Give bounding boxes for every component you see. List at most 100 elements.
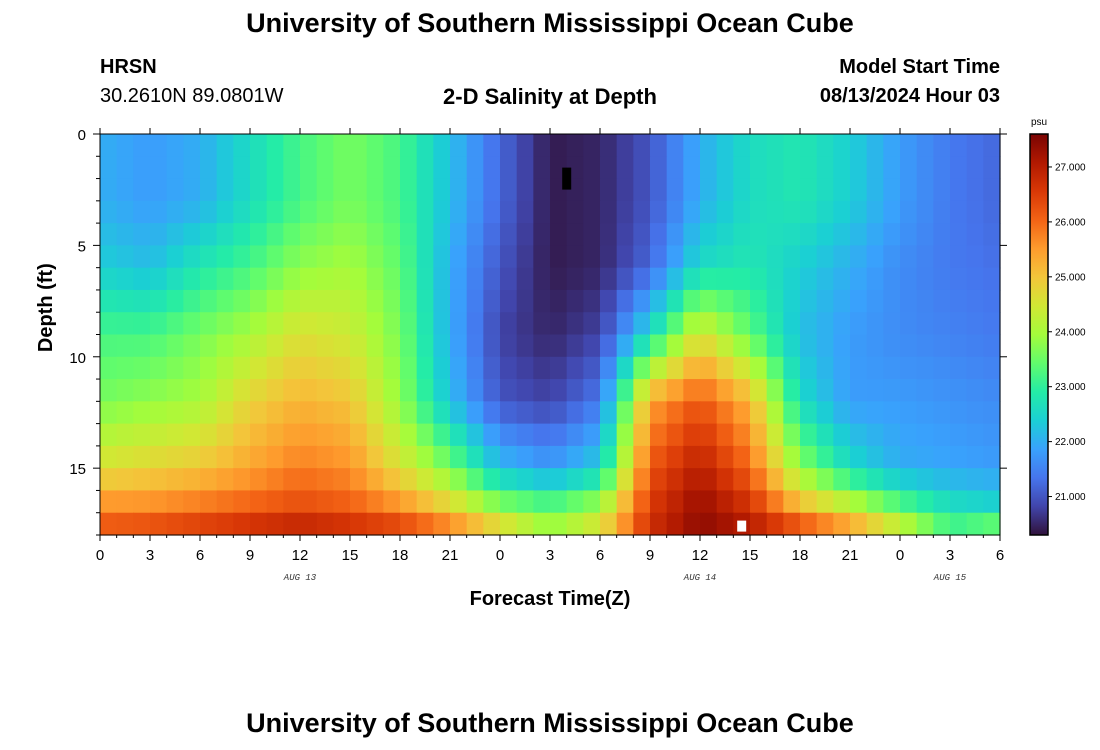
- heatmap-cell: [350, 468, 368, 492]
- heatmap-cell: [333, 134, 351, 157]
- heatmap-cell: [633, 401, 651, 425]
- heatmap-cell: [150, 468, 168, 492]
- heatmap-cell: [533, 445, 551, 469]
- heatmap-cell: [416, 200, 434, 224]
- heatmap-cell: [933, 245, 951, 269]
- heatmap-cell: [116, 156, 134, 180]
- heatmap-cell: [883, 223, 901, 246]
- heatmap-cell: [400, 423, 418, 447]
- heatmap-cell: [833, 356, 851, 380]
- heatmap-cell: [166, 134, 184, 157]
- heatmap-cell: [750, 178, 768, 202]
- x-tick-label: 9: [246, 547, 254, 564]
- heatmap-cell: [183, 156, 201, 180]
- heatmap-cell: [516, 334, 534, 358]
- heatmap-cell: [183, 267, 201, 291]
- heatmap-cell: [816, 178, 834, 202]
- heatmap-cell: [716, 468, 734, 492]
- heatmap-cell: [633, 312, 651, 336]
- heatmap-cell: [833, 445, 851, 469]
- heatmap-cell: [333, 490, 351, 514]
- heatmap-cell: [266, 312, 284, 336]
- heatmap-cell: [500, 334, 518, 358]
- heatmap-cell: [183, 245, 201, 269]
- heatmap-cell: [750, 423, 768, 447]
- heatmap-cell: [216, 223, 234, 246]
- heatmap-cell: [650, 134, 668, 157]
- heatmap-cell: [950, 134, 968, 157]
- heatmap-cell: [750, 356, 768, 380]
- heatmap-cell: [783, 156, 801, 180]
- heatmap-cell: [566, 512, 584, 536]
- heatmap-cell: [466, 245, 484, 269]
- heatmap-cell: [333, 512, 351, 536]
- heatmap-cell: [650, 289, 668, 313]
- heatmap-cell: [433, 312, 451, 336]
- heatmap-cell: [366, 490, 384, 514]
- heatmap-cell: [900, 356, 918, 380]
- heatmap-cell: [450, 445, 468, 469]
- heatmap-cell: [433, 490, 451, 514]
- heatmap-cell: [966, 267, 984, 291]
- heatmap-cell: [250, 245, 268, 269]
- heatmap-cell: [800, 356, 818, 380]
- x-tick-label: 9: [646, 547, 654, 564]
- heatmap-cell: [783, 512, 801, 536]
- heatmap-cell: [500, 267, 518, 291]
- heatmap-cell: [433, 468, 451, 492]
- heatmap-cell: [300, 178, 318, 202]
- heatmap-cell: [733, 267, 751, 291]
- heatmap-cell: [116, 379, 134, 402]
- heatmap-cell: [366, 200, 384, 224]
- heatmap-cell: [533, 156, 551, 180]
- heatmap-cell: [916, 468, 934, 492]
- heatmap-cell: [433, 423, 451, 447]
- heatmap-cell: [566, 423, 584, 447]
- heatmap-cell: [933, 289, 951, 313]
- heatmap-cell: [916, 156, 934, 180]
- heatmap-cell: [833, 267, 851, 291]
- heatmap-cell: [683, 401, 701, 425]
- x-tick-label: 6: [996, 547, 1004, 564]
- heatmap-cell: [366, 289, 384, 313]
- heatmap-cell: [933, 334, 951, 358]
- heatmap-cell: [566, 245, 584, 269]
- heatmap-cell: [250, 379, 268, 402]
- heatmap-cell: [616, 289, 634, 313]
- heatmap-cell: [516, 134, 534, 157]
- heatmap-cell: [883, 312, 901, 336]
- heatmap-cell: [916, 445, 934, 469]
- heatmap-cell: [566, 334, 584, 358]
- heatmap-cell: [716, 267, 734, 291]
- heatmap-cell: [750, 379, 768, 402]
- heatmap-cell: [683, 200, 701, 224]
- heatmap-cell: [366, 423, 384, 447]
- heatmap-cell: [616, 423, 634, 447]
- heatmap-cell: [900, 401, 918, 425]
- heatmap-cell: [266, 200, 284, 224]
- heatmap-cell: [650, 245, 668, 269]
- heatmap-cell: [683, 356, 701, 380]
- colorbar: psu 21.000 22.000 23.000 24.000 25.000 26.000…: [1029, 117, 1086, 536]
- heatmap-cell: [116, 134, 134, 157]
- heatmap-cell: [416, 401, 434, 425]
- heatmap-cell: [766, 200, 784, 224]
- heatmap-cell: [233, 245, 251, 269]
- heatmap-cell: [166, 289, 184, 313]
- heatmap-cell: [850, 312, 868, 336]
- heatmap-cell: [800, 468, 818, 492]
- heatmap-cell: [200, 379, 218, 402]
- heatmap-cell: [633, 423, 651, 447]
- heatmap-cell: [616, 401, 634, 425]
- heatmap-cell: [233, 334, 251, 358]
- heatmap-cell: [450, 423, 468, 447]
- heatmap-cell: [566, 401, 584, 425]
- heatmap-cell: [933, 178, 951, 202]
- heatmap-cell: [150, 490, 168, 514]
- colorbar-tick-label: 26.000: [1055, 217, 1086, 228]
- heatmap-cell: [600, 490, 618, 514]
- heatmap-cell: [850, 445, 868, 469]
- heatmap-cell: [350, 379, 368, 402]
- heatmap-cell: [250, 423, 268, 447]
- heatmap-cell: [933, 445, 951, 469]
